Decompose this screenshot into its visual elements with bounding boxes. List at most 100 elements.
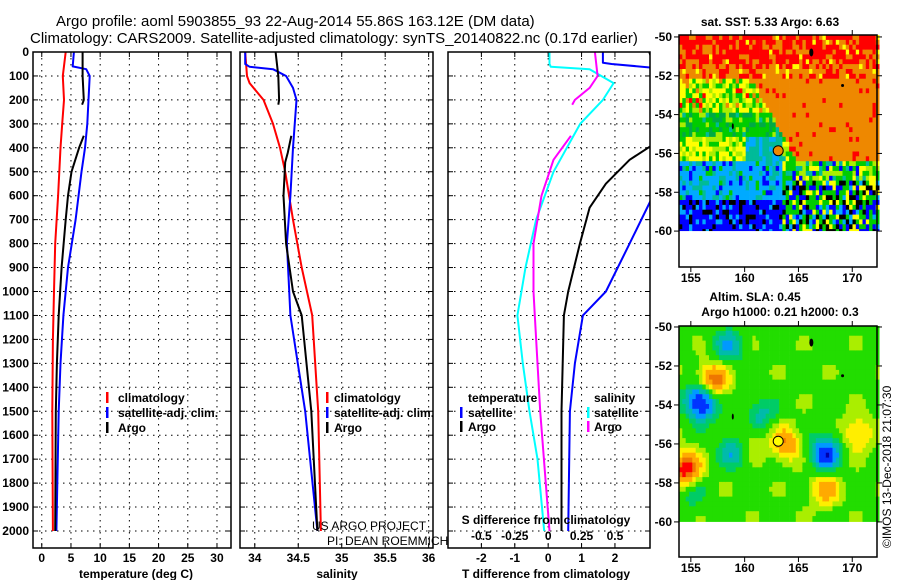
sst-cell xyxy=(755,127,760,133)
sla-cell xyxy=(822,394,827,400)
sst-cell xyxy=(805,195,810,201)
sla-cell xyxy=(705,389,710,395)
sst-cell xyxy=(692,83,696,89)
sla-cell xyxy=(835,511,840,517)
sst-cell xyxy=(845,200,850,206)
sla-cell xyxy=(802,365,807,371)
sla-cell xyxy=(772,462,777,468)
sla-cell xyxy=(799,462,803,468)
sla-cell xyxy=(819,481,823,488)
sla-cell xyxy=(739,511,743,517)
sst-cell xyxy=(822,83,827,89)
sla-cell xyxy=(812,457,817,463)
sst-cell xyxy=(849,59,853,65)
sst-cell xyxy=(729,170,733,177)
sla-cell xyxy=(845,428,850,434)
sst-cell xyxy=(852,54,857,60)
sst-cell xyxy=(725,112,730,118)
sst-cell xyxy=(682,83,686,89)
sst-cell xyxy=(699,122,703,128)
sla-cell xyxy=(725,423,730,429)
sla-cell xyxy=(679,399,683,405)
sst-cell xyxy=(802,127,807,133)
sla-cell xyxy=(779,418,783,424)
sst-cell xyxy=(732,229,737,232)
sst-cell xyxy=(752,54,757,60)
sla-cell xyxy=(832,369,837,376)
sst-cell xyxy=(725,122,730,128)
sst-cell xyxy=(752,175,757,182)
sla-cell xyxy=(742,486,747,493)
sla-cell xyxy=(692,389,696,395)
sst-cell xyxy=(749,73,753,80)
sla-cell xyxy=(809,457,813,463)
sst-cell xyxy=(682,69,686,75)
sst-cell xyxy=(845,175,850,182)
sla-cell xyxy=(759,520,763,523)
sla-cell xyxy=(695,481,700,488)
depth-tick-label: 800 xyxy=(9,237,29,251)
sst-cell xyxy=(709,200,713,206)
sst-cell xyxy=(785,204,790,211)
sst-cell xyxy=(785,83,790,89)
sla-cell xyxy=(842,360,847,366)
sst-cell xyxy=(679,146,683,152)
sla-cell xyxy=(835,477,840,483)
sla-cell xyxy=(802,457,807,463)
sst-cell xyxy=(842,78,847,84)
sst-cell xyxy=(832,175,837,182)
sst-cell xyxy=(699,136,703,143)
sst-cell xyxy=(702,200,707,206)
sst-cell xyxy=(732,39,737,46)
sst-cell xyxy=(772,64,777,70)
sla-cell xyxy=(802,486,807,493)
depth-tick-label: 200 xyxy=(9,93,29,107)
sst-cell xyxy=(842,166,847,172)
sst-cell xyxy=(732,156,737,162)
sla-cell xyxy=(749,428,753,434)
sla-cell xyxy=(715,472,720,478)
sst-cell xyxy=(695,209,700,215)
sla-cell xyxy=(842,506,847,512)
sst-cell xyxy=(835,204,840,211)
sst-cell xyxy=(855,98,860,104)
sla-cell xyxy=(782,350,787,356)
sst-cell xyxy=(855,127,860,133)
sst-cell xyxy=(752,78,757,84)
sla-cell xyxy=(839,506,843,512)
sla-cell xyxy=(735,330,740,337)
sst-cell xyxy=(782,49,787,55)
sst-cell xyxy=(689,141,693,148)
sst-cell xyxy=(822,88,827,94)
sst-cell xyxy=(779,117,783,123)
sst-cell xyxy=(772,59,777,65)
sla-cell xyxy=(819,384,823,390)
sla-cell xyxy=(722,418,727,424)
sst-cell xyxy=(829,132,833,138)
sla-cell xyxy=(842,340,847,346)
sla-cell xyxy=(762,404,767,410)
sla-cell xyxy=(755,452,760,458)
sla-cell xyxy=(832,438,837,444)
sst-cell xyxy=(852,64,857,70)
sst-cell xyxy=(689,59,693,65)
sla-cell xyxy=(709,369,713,376)
sst-cell xyxy=(735,224,740,230)
sst-cell xyxy=(845,185,850,191)
sla-cell xyxy=(845,350,850,356)
sst-cell xyxy=(825,156,830,162)
sla-cell xyxy=(769,438,773,444)
sla-cell xyxy=(745,511,750,517)
sla-cell xyxy=(715,408,720,415)
sla-cell xyxy=(735,374,740,380)
sla-cell xyxy=(795,516,800,522)
sla-cell xyxy=(772,413,777,419)
sst-cell xyxy=(679,59,683,65)
sst-cell xyxy=(782,151,787,157)
sla-cell xyxy=(825,447,830,454)
sla-cell xyxy=(729,520,733,523)
sla-cell xyxy=(815,520,820,523)
sla-cell xyxy=(699,365,703,371)
sla-cell xyxy=(839,477,843,483)
sst-cell xyxy=(819,132,823,138)
